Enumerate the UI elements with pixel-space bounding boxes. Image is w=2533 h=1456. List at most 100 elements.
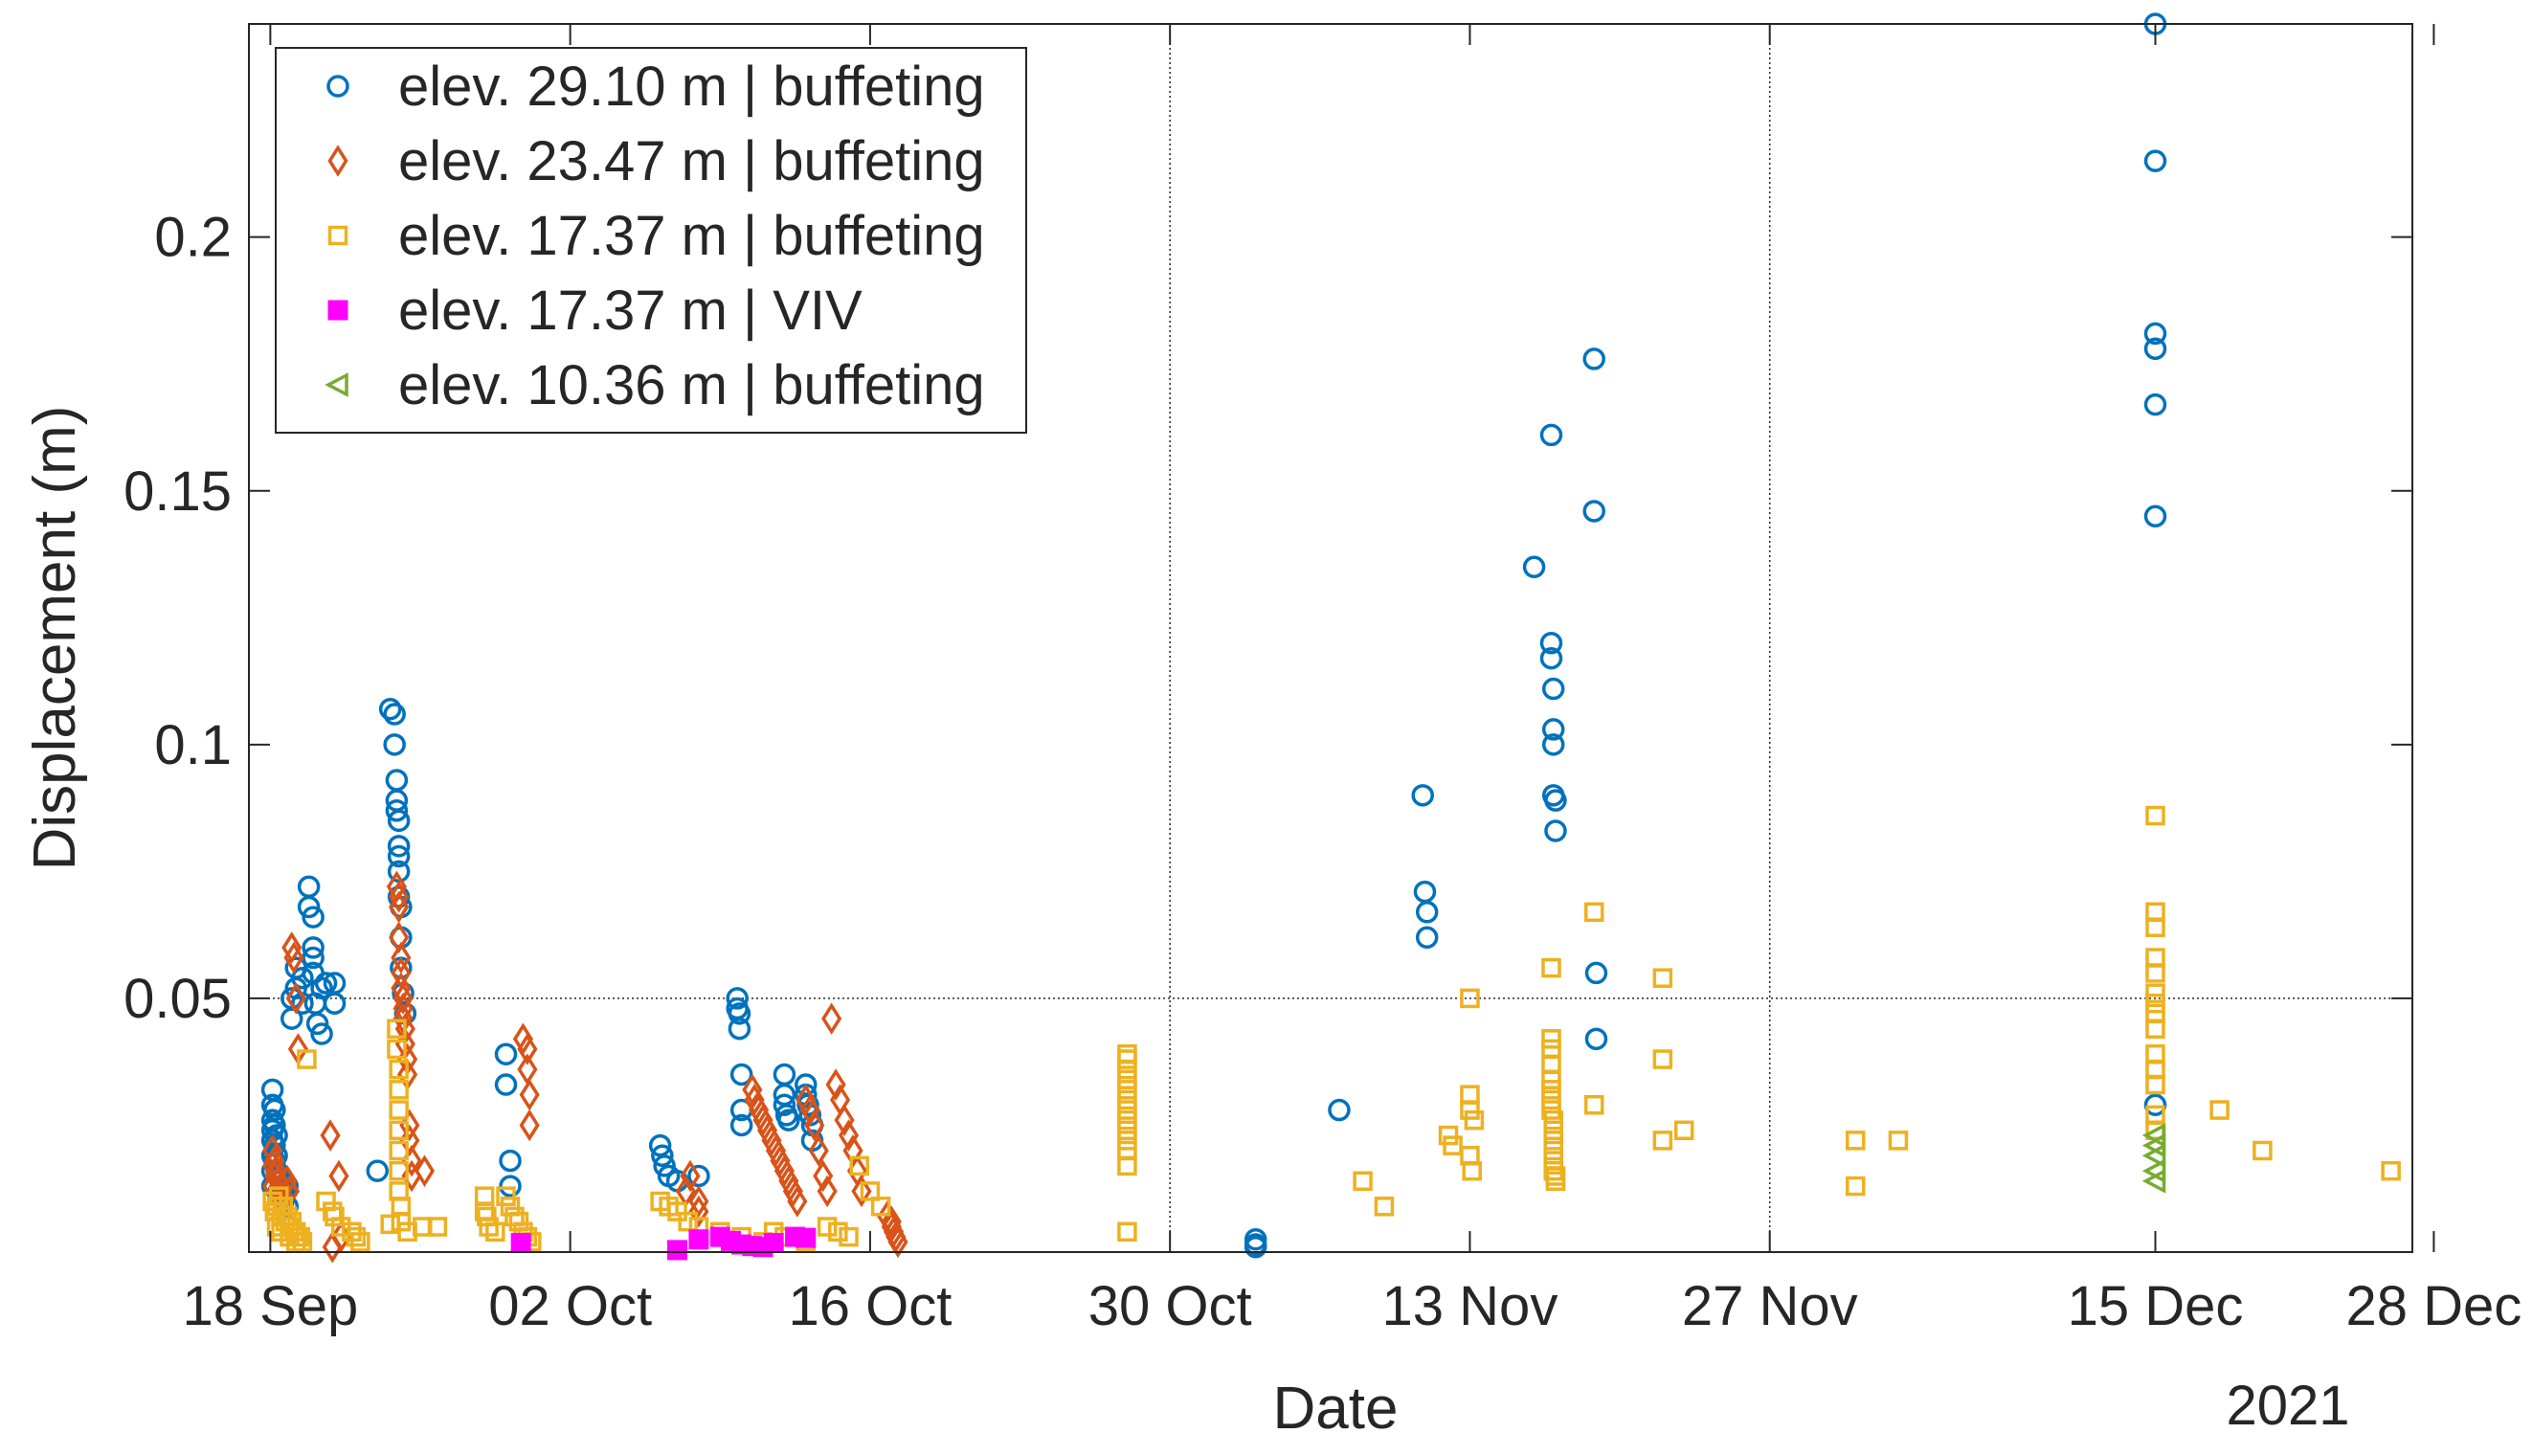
data-point [389, 1160, 409, 1181]
data-point [787, 1185, 808, 1218]
data-point [839, 1226, 859, 1247]
data-point [387, 1039, 407, 1060]
data-point [302, 906, 325, 929]
data-point [728, 1017, 751, 1041]
data-point [1443, 1135, 1463, 1155]
data-point [838, 1119, 860, 1152]
data-point [1460, 1100, 1480, 1120]
series-5 [2141, 1123, 2166, 1194]
data-point [1117, 1109, 1137, 1131]
data-point [387, 835, 411, 858]
legend: elev. 29.10 m | buffeting elev. 23.47 m |… [275, 47, 1027, 434]
x-tick-label: 13 Nov [1382, 1275, 1558, 1337]
data-point [1539, 646, 1563, 670]
y-tick-label: 0.05 [123, 968, 232, 1030]
x-tick-label: 27 Nov [1682, 1275, 1858, 1337]
data-point [1117, 1080, 1137, 1100]
y-tick-label: 0.1 [154, 714, 232, 776]
data-point [323, 992, 347, 1015]
data-point [269, 1186, 289, 1206]
data-point [1541, 677, 1565, 701]
data-point [782, 1175, 803, 1208]
data-point [414, 1154, 436, 1187]
data-point [688, 1195, 709, 1228]
data-point [778, 1164, 799, 1198]
data-point [330, 1217, 351, 1237]
data-point [870, 1197, 891, 1217]
data-point [1460, 988, 1480, 1009]
data-point [297, 895, 321, 919]
data-point [1328, 1098, 1351, 1122]
data-point [283, 941, 304, 974]
legend-entry: elev. 23.47 m | buffeting [327, 130, 985, 192]
data-point [378, 697, 402, 721]
y-tick-label: 0.2 [154, 207, 232, 269]
data-point [1543, 1120, 1563, 1141]
data-point [310, 1022, 333, 1045]
data-point [680, 1159, 701, 1193]
data-point [742, 1073, 763, 1107]
legend-marker [325, 372, 348, 397]
data-point [763, 1232, 784, 1253]
data-point [389, 1120, 409, 1141]
data-point [2143, 149, 2167, 172]
data-point [1117, 1069, 1137, 1089]
data-point [2143, 392, 2167, 416]
legend-marker [327, 225, 348, 246]
x-tick-label: 15 Dec [2068, 1275, 2244, 1337]
data-point [266, 1154, 287, 1187]
data-point [1541, 1100, 1561, 1120]
legend-marker [327, 145, 348, 177]
legend-box [275, 47, 1027, 434]
data-point [281, 931, 303, 964]
data-point [1652, 968, 1673, 988]
data-point [1543, 1140, 1563, 1161]
data-point [499, 1149, 522, 1173]
data-point [799, 1093, 820, 1127]
data-point [765, 1134, 787, 1167]
data-point [2145, 983, 2165, 1003]
data-point [1522, 555, 1546, 579]
data-point [726, 987, 749, 1010]
data-point [808, 1134, 829, 1167]
data-point [305, 1012, 329, 1036]
data-point [1415, 926, 1439, 950]
legend-entry: elev. 29.10 m | buffeting [326, 56, 985, 118]
data-point [2145, 1074, 2165, 1095]
data-point [1652, 1131, 1673, 1151]
data-point [804, 1109, 825, 1142]
data-point [1544, 819, 1567, 842]
data-point [290, 1226, 310, 1247]
data-point [849, 1155, 869, 1176]
data-point [773, 1093, 796, 1117]
legend-label: elev. 17.37 m | buffeting [398, 205, 985, 267]
data-point [291, 966, 314, 990]
data-point [1845, 1176, 1866, 1197]
data-point [387, 844, 411, 868]
legend-label: elev. 10.36 m | buffeting [398, 354, 985, 416]
data-point [519, 1109, 540, 1142]
data-point [2253, 1140, 2273, 1161]
data-point [517, 1033, 538, 1065]
x-tick-label: 16 Oct [788, 1275, 952, 1337]
legend-label: elev. 23.47 m | buffeting [398, 130, 985, 192]
data-point [325, 1206, 345, 1227]
data-point [1462, 1160, 1482, 1181]
data-point [346, 1226, 367, 1247]
data-point [314, 972, 338, 995]
data-point [2145, 917, 2165, 937]
data-point [297, 1049, 317, 1069]
data-point [391, 1211, 412, 1232]
y-tick-label: 0.15 [123, 460, 232, 523]
data-point [1541, 957, 1561, 978]
data-point [651, 1144, 674, 1168]
data-point [1117, 1221, 1137, 1243]
data-point [280, 1226, 300, 1247]
data-point [796, 1093, 819, 1117]
data-point [821, 1002, 842, 1035]
x-tick-label: 02 Oct [488, 1275, 652, 1337]
data-point [653, 1154, 676, 1177]
data-point [510, 1232, 531, 1253]
data-point [366, 1159, 390, 1182]
